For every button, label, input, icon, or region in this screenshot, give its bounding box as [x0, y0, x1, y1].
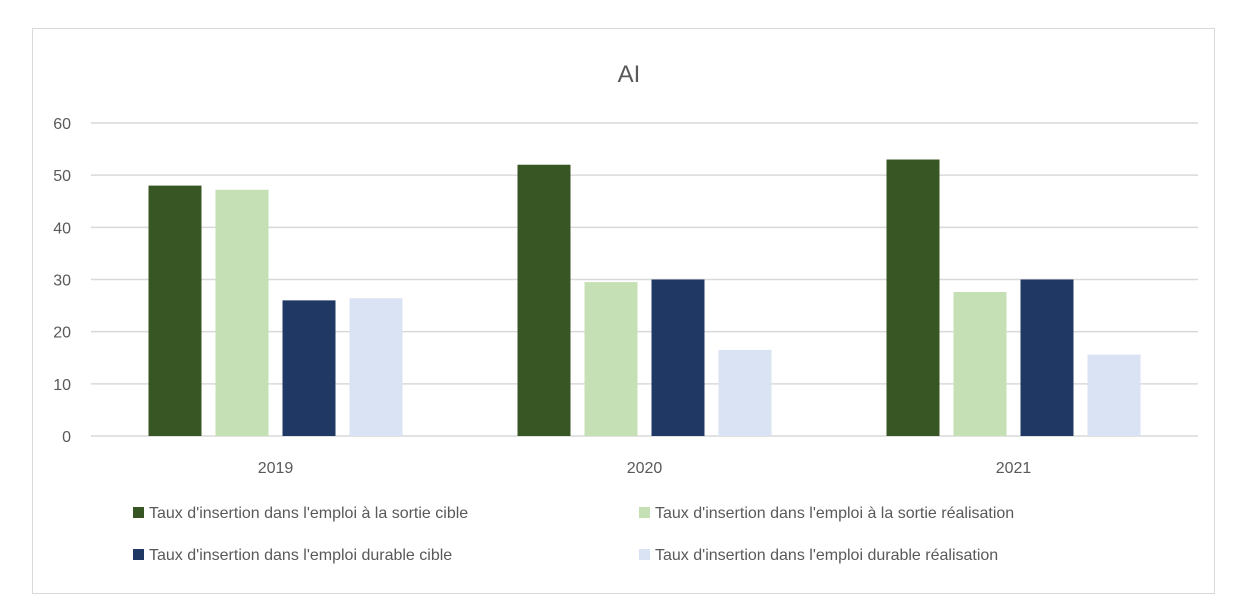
y-tick-label: 20 — [53, 325, 71, 342]
y-tick-label: 50 — [53, 168, 71, 185]
y-tick-label: 40 — [53, 220, 71, 237]
gridlines — [91, 122, 1198, 437]
x-tick-label: 2021 — [996, 460, 1032, 477]
bar — [1020, 279, 1074, 436]
bar — [886, 159, 940, 436]
bar — [349, 298, 403, 436]
x-tick-label: 2019 — [258, 460, 294, 477]
y-tick-label: 10 — [53, 377, 71, 394]
legend-label: Taux d'insertion dans l'emploi à la sort… — [149, 505, 468, 522]
legend-label: Taux d'insertion dans l'emploi durable r… — [655, 547, 998, 564]
bar — [148, 185, 202, 436]
bar — [282, 300, 336, 436]
chart-frame: AI 0 10 20 30 40 50 60 2019 2020 2021 Taux d'ins… — [32, 28, 1215, 594]
legend-label: Taux d'insertion dans l'emploi durable c… — [149, 547, 452, 564]
legend-swatch — [133, 507, 144, 518]
bar — [1087, 354, 1141, 436]
bar — [584, 282, 638, 436]
y-tick-label: 30 — [53, 273, 71, 290]
bar — [718, 349, 772, 436]
y-tick-label: 0 — [62, 429, 71, 446]
x-tick-label: 2020 — [627, 460, 663, 477]
x-axis-ticks: 2019 2020 2021 — [258, 460, 1032, 477]
bar — [517, 164, 571, 436]
bar — [651, 279, 705, 436]
legend-swatch — [639, 549, 650, 560]
chart-svg: AI 0 10 20 30 40 50 60 2019 2020 2021 Taux d'ins… — [53, 61, 1198, 564]
chart-title: AI — [618, 61, 641, 88]
legend-swatch — [133, 549, 144, 560]
y-axis-ticks: 0 10 20 30 40 50 60 — [53, 116, 71, 446]
bar — [215, 189, 269, 436]
bar — [953, 292, 1007, 436]
bars — [148, 159, 1141, 436]
legend-label: Taux d'insertion dans l'emploi à la sort… — [655, 505, 1014, 522]
y-tick-label: 60 — [53, 116, 71, 133]
legend-swatch — [639, 507, 650, 518]
legend: Taux d'insertion dans l'emploi à la sort… — [133, 505, 1014, 564]
